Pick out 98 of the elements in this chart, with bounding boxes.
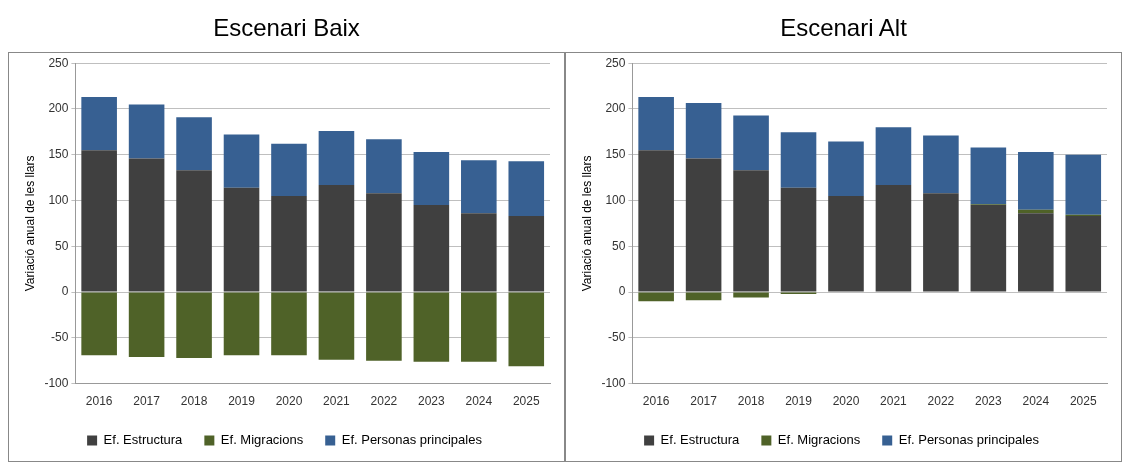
bar: [875, 127, 912, 185]
y-tick-label: 150: [605, 147, 626, 162]
chart-title: Escenari Baix: [212, 13, 361, 43]
x-tick-label: 2016: [85, 394, 113, 409]
x-tick-label: 2020: [832, 394, 860, 409]
bar: [271, 292, 307, 356]
y-tick-label: 0: [61, 284, 69, 299]
bar: [366, 292, 402, 361]
y-tick-label: -100: [44, 375, 69, 390]
y-tick-label: 200: [605, 101, 626, 116]
legend-label: Ef. Estructura: [103, 432, 184, 448]
y-tick-label: -50: [608, 330, 626, 345]
bar: [508, 292, 545, 367]
y-tick-label: 50: [612, 238, 626, 253]
x-tick-label: 2018: [737, 394, 765, 409]
y-axis-title: Variació anual de les llars: [579, 155, 594, 292]
bar: [1065, 216, 1102, 292]
x-tick-label: 2024: [1022, 394, 1050, 409]
x-tick-label: 2018: [180, 394, 208, 409]
bar: [828, 141, 864, 196]
y-tick-label: -100: [601, 375, 626, 390]
bar: [461, 160, 497, 214]
bar: [81, 97, 117, 151]
bar: [176, 170, 212, 292]
x-tick-label: 2016: [642, 394, 670, 409]
bar: [923, 193, 959, 292]
x-tick-label: 2022: [370, 394, 398, 409]
bar: [318, 184, 355, 292]
bar: [508, 161, 545, 217]
bar: [638, 292, 674, 302]
bar: [461, 213, 497, 292]
bar: [128, 292, 165, 358]
bar: [366, 139, 402, 194]
x-tick-label: 2025: [512, 394, 540, 409]
bar: [176, 117, 212, 171]
x-tick-label: 2017: [690, 394, 718, 409]
y-tick-label: 100: [605, 192, 626, 207]
bar: [508, 216, 545, 292]
y-tick-label: 0: [618, 284, 626, 299]
y-tick-label: 50: [55, 238, 69, 253]
bar: [733, 170, 769, 292]
x-tick-label: 2021: [880, 394, 908, 409]
y-tick-label: 250: [48, 55, 69, 70]
x-tick-label: 2024: [465, 394, 493, 409]
bar: [128, 104, 165, 159]
bar: [366, 193, 402, 292]
bar: [970, 147, 1007, 205]
bar: [970, 205, 1007, 292]
bar: [875, 184, 912, 292]
bar: [1065, 154, 1102, 215]
bar: [733, 115, 769, 171]
bar: [223, 187, 260, 292]
x-tick-label: 2025: [1069, 394, 1097, 409]
bar: [1018, 213, 1054, 292]
bar: [318, 130, 355, 185]
x-tick-label: 2020: [275, 394, 303, 409]
bar: [128, 158, 165, 292]
bar: [923, 135, 959, 194]
bar: [780, 187, 817, 292]
bar: [461, 292, 497, 362]
y-tick-label: 150: [48, 147, 69, 162]
y-tick-label: -50: [51, 330, 69, 345]
x-tick-label: 2019: [785, 394, 813, 409]
y-tick-label: 200: [48, 101, 69, 116]
bar: [828, 195, 864, 292]
chart-title: Escenari Alt: [779, 13, 908, 43]
bar: [733, 292, 769, 298]
x-tick-label: 2019: [228, 394, 256, 409]
bar: [81, 292, 117, 356]
bar: [413, 205, 450, 292]
x-tick-label: 2017: [133, 394, 161, 409]
legend-label: Ef. Migracions: [777, 432, 861, 448]
x-tick-label: 2022: [927, 394, 955, 409]
bar: [271, 195, 307, 292]
bar: [81, 150, 117, 292]
y-axis-title: Variació anual de les llars: [22, 155, 37, 292]
bar: [413, 292, 450, 362]
bar: [176, 292, 212, 358]
legend-label: Ef. Personas principales: [341, 432, 483, 448]
x-tick-label: 2023: [418, 394, 446, 409]
bar: [223, 292, 260, 356]
bar: [685, 103, 722, 159]
legend-label: Ef. Migracions: [220, 432, 304, 448]
legend-label: Ef. Estructura: [660, 432, 741, 448]
y-tick-label: 100: [48, 192, 69, 207]
bar: [1018, 152, 1054, 210]
bar: [638, 150, 674, 292]
bar: [271, 143, 307, 196]
x-tick-label: 2021: [323, 394, 351, 409]
bar: [413, 152, 450, 206]
bar: [780, 132, 817, 188]
bar: [223, 134, 260, 188]
bar: [685, 158, 722, 292]
x-tick-label: 2023: [975, 394, 1003, 409]
bar: [638, 97, 674, 151]
bar: [318, 292, 355, 360]
legend-label: Ef. Personas principales: [898, 432, 1040, 448]
y-tick-label: 250: [605, 55, 626, 70]
